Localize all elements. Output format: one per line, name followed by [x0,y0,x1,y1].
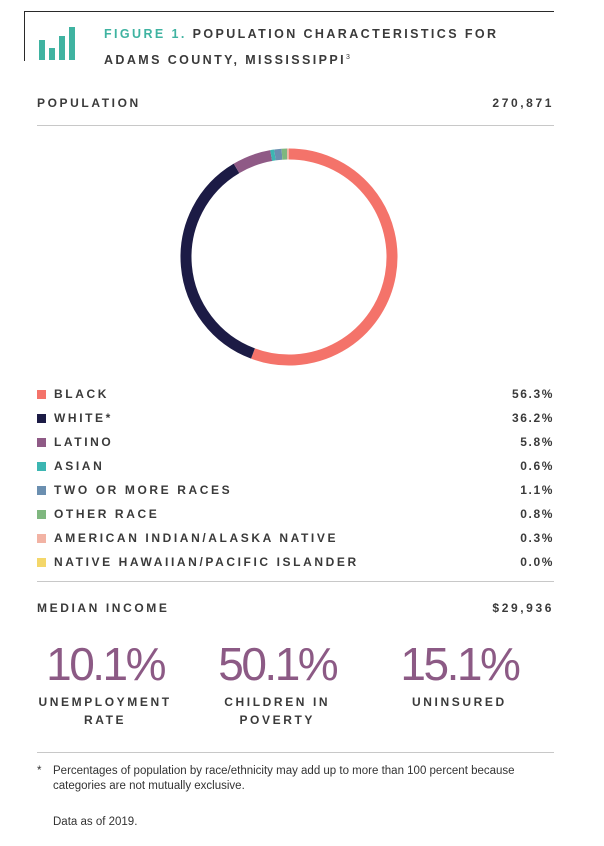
figure-title: FIGURE 1. POPULATION CHARACTERISTICS FOR… [104,22,544,72]
stat-unemployment: 10.1% UNEMPLOYMENT RATE [19,636,191,728]
legend-value: 0.3% [520,531,554,545]
legend-item: BLACK 56.3% [37,382,554,406]
stat-label-line: RATE [83,713,127,727]
legend-item: OTHER RACE 0.8% [37,502,554,526]
legend-item: AMERICAN INDIAN/ALASKA NATIVE 0.3% [37,526,554,550]
race-donut-chart [180,148,398,366]
divider [37,125,554,126]
footnote-reference: 3 [345,54,350,61]
key-statistics: 10.1% UNEMPLOYMENT RATE 50.1% CHILDREN I… [37,636,554,728]
stat-uninsured: 15.1% UNINSURED [373,636,545,728]
population-value: 270,871 [492,96,554,110]
legend-swatch [37,389,46,399]
stat-children-in-poverty: 50.1% CHILDREN IN POVERTY [191,636,363,728]
figure-title-text: POPULATION CHARACTERISTICS FOR ADAMS COU… [104,27,499,68]
legend-value: 0.8% [520,507,554,521]
population-label: POPULATION [37,96,141,110]
legend-item: ASIAN 0.6% [37,454,554,478]
footnote-marker: * [37,765,42,777]
legend-swatch [37,485,46,495]
legend-swatch [37,557,46,567]
legend-label: TWO OR MORE RACES [54,483,233,497]
legend-label: WHITE* [54,411,113,425]
frame-left-border [24,11,25,61]
frame-top-border [24,11,554,12]
stat-label-line: UNEMPLOYMENT [38,695,172,709]
stat-value: 50.1% [218,638,338,690]
legend-label: NATIVE HAWAIIAN/PACIFIC ISLANDER [54,555,359,569]
stat-label-line: UNINSURED [412,695,507,709]
legend-swatch [37,461,46,471]
data-as-of: Data as of 2019. [53,816,138,828]
legend-item: LATINO 5.8% [37,430,554,454]
legend-value: 36.2% [511,411,554,425]
legend-item: TWO OR MORE RACES 1.1% [37,478,554,502]
legend-swatch [37,437,46,447]
divider [37,752,554,753]
donut-slice [251,148,398,366]
legend-label: LATINO [54,435,114,449]
stat-value: 10.1% [46,638,166,690]
median-income-label: MEDIAN INCOME [37,601,170,615]
legend-value: 0.6% [520,459,554,473]
legend-value: 1.1% [520,483,554,497]
legend-item: NATIVE HAWAIIAN/PACIFIC ISLANDER 0.0% [37,550,554,574]
median-income-value: $29,936 [492,601,554,615]
divider [37,581,554,582]
legend-label: ASIAN [54,459,105,473]
legend-label: BLACK [54,387,109,401]
legend-value: 0.0% [520,555,554,569]
figure-number: FIGURE 1. [104,27,187,41]
footnote: * Percentages of population by race/ethn… [37,764,554,794]
stat-label-line: CHILDREN IN [224,695,331,709]
donut-slice [233,150,273,174]
donut-slice [274,148,283,161]
donut-slice [180,163,255,359]
legend-swatch [37,533,46,543]
footnote-text: Percentages of population by race/ethnic… [53,765,515,792]
legend-swatch [37,413,46,423]
legend-value: 5.8% [520,435,554,449]
median-income-row: MEDIAN INCOME $29,936 [37,601,554,615]
donut-slice [270,149,276,161]
stat-label-line: POVERTY [239,713,315,727]
legend-item: WHITE* 36.2% [37,406,554,430]
legend-label: OTHER RACE [54,507,160,521]
chart-legend: BLACK 56.3% WHITE* 36.2% LATINO 5.8% ASIAN 0.6%… [37,382,554,574]
stat-value: 15.1% [400,638,520,690]
legend-swatch [37,509,46,519]
legend-value: 56.3% [511,387,554,401]
bar-chart-icon [39,27,75,60]
population-row: POPULATION 270,871 [37,96,554,110]
legend-label: AMERICAN INDIAN/ALASKA NATIVE [54,531,339,545]
